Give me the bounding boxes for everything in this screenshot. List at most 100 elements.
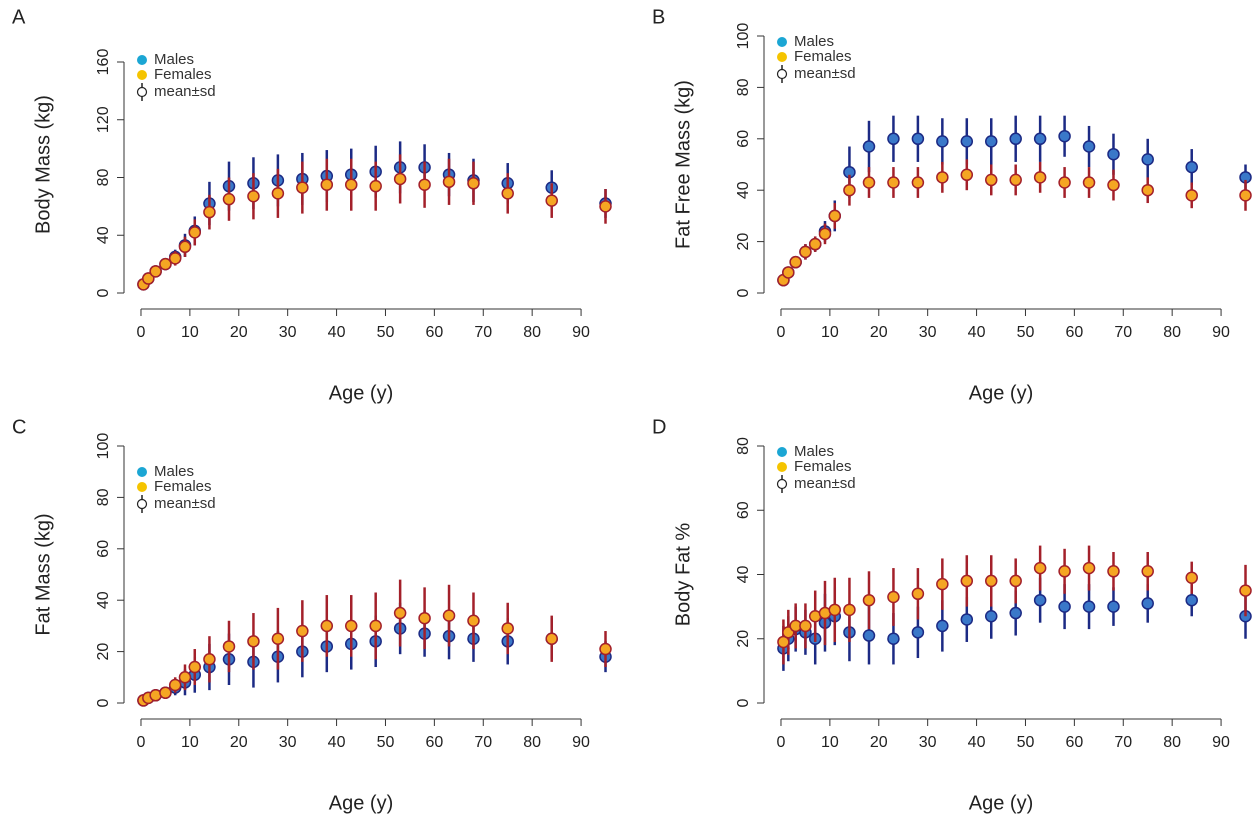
y-tick-label: 100 [95,433,112,460]
y-tick-label: 120 [95,106,112,133]
mean-point [1107,147,1120,161]
mean-point [1141,153,1154,166]
mean-point [1058,176,1071,189]
mean-point [911,626,925,639]
mean-point [984,574,998,588]
mean-point [1141,183,1154,197]
mean-point [862,629,876,642]
y-tick-label: 80 [735,437,752,455]
x-tick-label: 10 [181,324,199,341]
x-axis-label: Age (y) [329,382,393,404]
y-tick-label: 80 [735,78,752,96]
mean-point [1107,565,1120,578]
mean-point [828,603,842,617]
x-axis-label: Age (y) [969,382,1033,404]
legend-mean [776,478,788,490]
legend-swatch [137,70,147,80]
mean-point [911,587,925,601]
x-tick-label: 80 [1163,734,1181,751]
mean-point [828,209,842,223]
x-tick-label: 90 [572,324,590,341]
mean-point [1107,600,1120,613]
mean-point [843,183,856,197]
y-tick-label: 100 [735,23,752,50]
mean-point [1141,597,1154,610]
mean-point [1058,565,1071,578]
mean-point [843,603,856,617]
x-tick-label: 40 [968,324,986,341]
x-axis-label: Age (y) [329,792,393,814]
panel-label: B [652,6,665,28]
y-tick-label: 20 [735,233,752,251]
mean-point [911,176,925,189]
x-axis-label: Age (y) [969,792,1033,814]
x-tick-label: 20 [230,324,248,341]
y-tick-label: 40 [735,566,752,584]
mean-point [501,187,514,200]
x-tick-label: 90 [572,734,590,751]
mean-point [960,135,974,148]
x-tick-label: 70 [474,324,492,341]
y-axis-label: Fat Mass (kg) [32,513,54,635]
y-tick-label: 0 [95,698,112,707]
x-tick-label: 0 [777,324,786,341]
mean-point [862,593,876,607]
mean-point [168,678,182,692]
legend-label: Females [154,478,212,495]
mean-point [808,237,822,251]
mean-point [960,168,974,182]
y-axis-label: Body Fat % [672,523,694,627]
legend-mean [136,86,148,98]
mean-point [1058,129,1071,143]
panel-label: C [12,416,26,438]
mean-point [418,178,431,191]
mean-point [296,624,309,638]
x-tick-label: 70 [1114,734,1132,751]
mean-point [501,622,514,635]
x-tick-label: 60 [425,324,443,341]
x-tick-label: 20 [870,734,888,751]
x-tick-label: 90 [1212,324,1230,341]
x-tick-label: 0 [777,734,786,751]
mean-point [203,205,216,219]
legend-label: mean±sd [154,83,216,100]
x-tick-label: 90 [1212,734,1230,751]
x-tick-label: 40 [968,734,986,751]
mean-point [203,653,216,666]
mean-point [789,255,802,269]
legend-label: Females [154,66,212,83]
mean-point [1239,584,1252,597]
mean-point [936,577,949,591]
mean-point [296,181,309,194]
mean-point [1185,160,1198,174]
mean-point [369,619,382,633]
mean-point [271,632,285,645]
mean-point [984,135,998,148]
mean-point [1033,593,1047,607]
mean-point [960,574,974,588]
legend-label: Males [154,51,194,68]
x-tick-label: 60 [1065,734,1083,751]
mean-point [393,606,407,620]
legend-swatch [137,482,147,492]
y-tick-label: 0 [735,288,752,297]
x-tick-label: 60 [425,734,443,751]
mean-point [782,266,795,279]
legend-label: mean±sd [794,65,856,82]
mean-point [159,257,172,271]
mean-point [960,613,974,626]
mean-point [911,132,925,146]
mean-point [1009,173,1022,187]
x-tick-label: 70 [1114,324,1132,341]
x-tick-label: 10 [821,324,839,341]
mean-point [467,614,480,628]
mean-point [1185,189,1198,202]
legend-mean [136,498,148,510]
mean-point [271,187,285,200]
legend-label: mean±sd [154,495,216,512]
y-tick-label: 20 [735,630,752,648]
legend-label: Males [794,33,834,50]
x-tick-label: 80 [523,324,541,341]
mean-point [984,173,998,187]
mean-point [862,176,876,189]
